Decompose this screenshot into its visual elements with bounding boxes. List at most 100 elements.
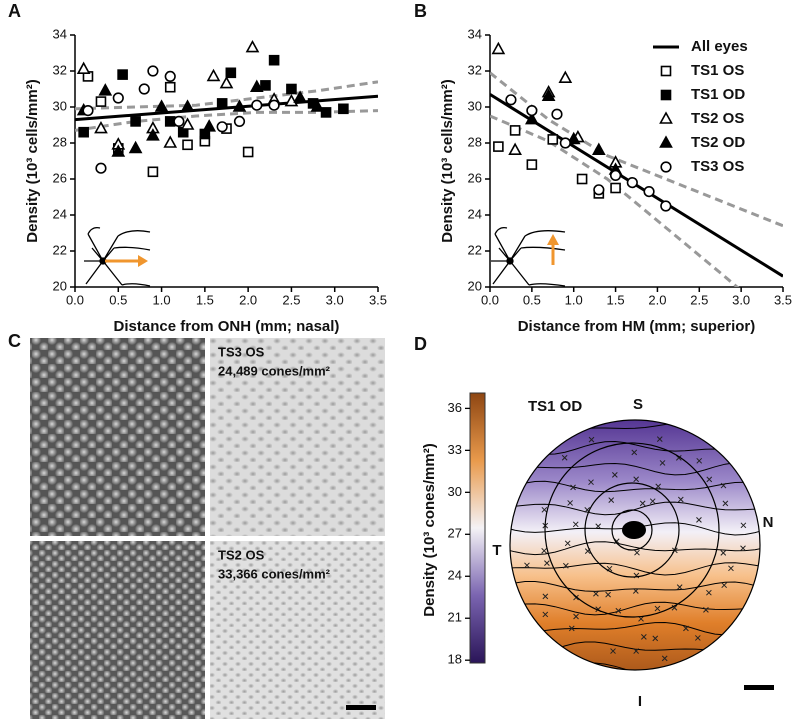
sample-cross <box>703 607 709 613</box>
sample-cross <box>611 472 618 478</box>
sample-cross <box>720 482 727 489</box>
cone-image <box>210 541 385 719</box>
x-tick-label: 0.0 <box>481 292 499 307</box>
x-tick-label: 0.5 <box>523 292 541 307</box>
marker <box>310 99 325 112</box>
rings <box>509 419 761 671</box>
y-tick-label: 24 <box>468 206 482 221</box>
sample-cross <box>649 498 656 505</box>
marker <box>173 115 185 127</box>
sample-cross <box>561 454 568 461</box>
cone-image <box>30 541 205 719</box>
sample-cross <box>610 648 616 654</box>
marker <box>268 54 280 66</box>
marker <box>154 99 169 112</box>
sample-cross <box>562 562 569 569</box>
sample-cross <box>671 604 678 611</box>
colorbar-tick-label: 18 <box>448 652 462 667</box>
marker <box>219 75 234 89</box>
marker <box>526 104 538 117</box>
x-tick-label: 2.5 <box>690 292 708 307</box>
marker <box>249 79 264 92</box>
y-tick-label: 22 <box>468 242 482 257</box>
sample-cross <box>605 591 611 598</box>
sample-cross <box>567 500 573 506</box>
marker <box>182 139 193 151</box>
marker <box>525 111 539 125</box>
marker <box>232 99 247 112</box>
sample-cross <box>541 547 548 554</box>
sample-cross <box>613 538 620 545</box>
marker <box>551 108 563 120</box>
legend-label: TS1 OS <box>691 62 744 79</box>
marker <box>180 117 195 130</box>
sample-cross <box>588 479 594 486</box>
y-tick-label: 22 <box>53 242 67 257</box>
marker <box>609 169 622 181</box>
marker <box>82 104 94 117</box>
sample-cross <box>728 565 734 572</box>
plot-area <box>490 41 783 287</box>
legend-marker <box>659 135 673 148</box>
marker <box>660 200 672 212</box>
confidence-line <box>75 80 378 111</box>
direction-label: S <box>633 396 643 413</box>
contour-line <box>510 601 760 616</box>
marker <box>202 119 217 132</box>
marker <box>593 184 605 196</box>
sample-cross <box>524 562 530 569</box>
y-tick-label: 34 <box>53 26 67 41</box>
marker <box>566 131 581 145</box>
marker <box>164 81 176 93</box>
panel-letter: C <box>8 331 21 351</box>
legend-marker <box>659 111 673 124</box>
marker <box>225 67 237 79</box>
marker <box>95 96 107 107</box>
optic-disc <box>622 521 646 539</box>
direction-label: N <box>763 514 774 531</box>
y-tick-label: 20 <box>53 278 67 293</box>
sample-cross <box>639 500 646 507</box>
x-tick-label: 1.0 <box>153 292 171 307</box>
sample-cross <box>631 449 638 456</box>
marker <box>206 68 221 82</box>
marker <box>505 94 517 106</box>
plot-area <box>75 39 378 178</box>
y-tick-label: 32 <box>468 62 482 77</box>
x-tick-label: 3.0 <box>326 292 344 307</box>
sample-cross <box>632 588 639 594</box>
sample-cross <box>572 521 579 528</box>
sample-cross <box>595 523 602 530</box>
marker <box>233 115 246 127</box>
y-tick-label: 28 <box>53 134 67 149</box>
sample-cross <box>696 457 703 464</box>
marker <box>508 142 522 155</box>
x-tick-label: 2.5 <box>282 292 300 307</box>
direction-label: T <box>492 542 501 559</box>
marker <box>130 116 141 127</box>
sample-cross <box>652 635 659 642</box>
marker <box>284 93 299 107</box>
map-fill <box>510 420 760 670</box>
colorbar-tick-label: 30 <box>448 484 462 499</box>
marker <box>610 182 621 194</box>
y-tick-label: 26 <box>468 170 482 185</box>
sample-cross <box>676 584 683 590</box>
y-tick-label: 32 <box>53 62 67 77</box>
marker <box>76 61 91 74</box>
sample-cross <box>661 655 668 662</box>
marker <box>547 134 559 145</box>
sample-cross <box>677 496 684 503</box>
marker <box>509 125 521 136</box>
scale-bar <box>744 685 774 690</box>
image-density: 33,366 cones/mm² <box>218 566 331 581</box>
panel-letter: B <box>414 1 427 21</box>
panel-letter: A <box>8 1 21 21</box>
direction-label: I <box>638 693 642 710</box>
marker <box>251 99 263 111</box>
marker <box>558 70 573 83</box>
marker <box>293 90 307 103</box>
sample-cross <box>706 589 712 596</box>
marker <box>164 70 176 82</box>
